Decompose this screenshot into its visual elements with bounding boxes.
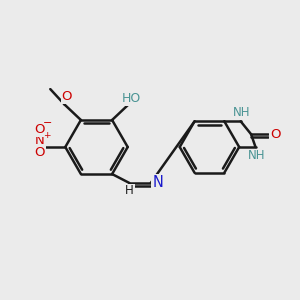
Text: methoxy: methoxy xyxy=(23,78,72,88)
Text: HO: HO xyxy=(122,92,141,104)
Text: H: H xyxy=(125,184,134,197)
Text: O: O xyxy=(34,123,45,136)
Text: methoxy: methoxy xyxy=(23,78,72,88)
Text: N: N xyxy=(152,176,163,190)
Text: N: N xyxy=(35,134,45,147)
Text: −: − xyxy=(43,118,52,128)
Text: O: O xyxy=(62,90,72,103)
Text: NH: NH xyxy=(233,106,250,119)
Text: O: O xyxy=(34,146,45,159)
Text: methoxy: methoxy xyxy=(23,78,72,88)
Text: NH: NH xyxy=(248,149,266,162)
Text: O: O xyxy=(270,128,281,141)
Text: +: + xyxy=(43,130,50,140)
